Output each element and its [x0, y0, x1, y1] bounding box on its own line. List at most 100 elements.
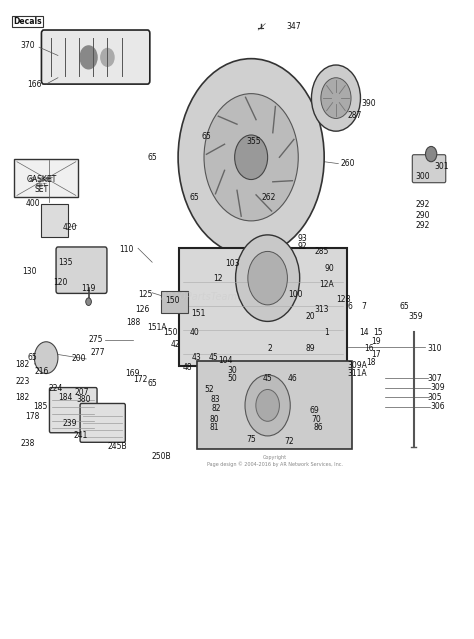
FancyBboxPatch shape: [412, 155, 446, 183]
Text: 2: 2: [268, 344, 273, 353]
Circle shape: [101, 49, 114, 66]
Text: 65: 65: [27, 353, 37, 362]
Text: 292: 292: [416, 222, 430, 231]
Text: 12: 12: [213, 273, 223, 282]
Text: 6: 6: [347, 302, 353, 311]
Text: 347: 347: [286, 22, 301, 31]
Text: 65: 65: [400, 302, 409, 311]
Text: 1: 1: [324, 328, 329, 337]
Text: 262: 262: [262, 193, 276, 202]
Text: 120: 120: [53, 278, 67, 287]
Text: 130: 130: [22, 267, 37, 276]
Text: GASKET
SET: GASKET SET: [27, 175, 56, 194]
Text: 400: 400: [26, 199, 41, 208]
Text: AR10PartsTeam: AR10PartsTeam: [161, 292, 238, 302]
Text: 169: 169: [125, 369, 140, 378]
Text: 65: 65: [201, 132, 211, 141]
Text: 184: 184: [58, 392, 72, 402]
Text: 178: 178: [25, 412, 39, 420]
Text: 48: 48: [182, 363, 192, 372]
Text: 126: 126: [136, 305, 150, 314]
Text: 45: 45: [263, 374, 273, 383]
Circle shape: [256, 390, 279, 421]
Text: 103: 103: [225, 259, 239, 268]
Text: 239: 239: [63, 419, 77, 427]
Text: 45: 45: [209, 353, 219, 362]
Text: 166: 166: [27, 80, 42, 89]
Text: 125: 125: [138, 289, 152, 298]
Text: 290: 290: [416, 212, 430, 220]
Text: 300: 300: [416, 172, 430, 181]
Text: 150: 150: [163, 328, 177, 337]
Circle shape: [236, 235, 300, 321]
Text: 69: 69: [310, 406, 319, 415]
Text: 188: 188: [126, 318, 140, 327]
Circle shape: [86, 298, 91, 305]
Text: 150: 150: [165, 296, 180, 305]
Text: 82: 82: [211, 404, 220, 413]
Text: 14: 14: [359, 328, 369, 337]
Text: 104: 104: [218, 357, 232, 366]
Text: 224: 224: [48, 383, 63, 393]
Circle shape: [235, 135, 268, 180]
Text: 70: 70: [311, 415, 321, 424]
Text: 93: 93: [297, 234, 307, 243]
Text: 81: 81: [210, 423, 219, 432]
Text: 355: 355: [246, 137, 261, 146]
Text: 20: 20: [305, 312, 315, 321]
Text: 172: 172: [133, 376, 147, 385]
Circle shape: [178, 59, 324, 256]
Text: 151A: 151A: [147, 323, 167, 332]
Text: 380: 380: [77, 395, 91, 404]
Text: 42: 42: [171, 341, 181, 350]
Text: 182: 182: [16, 392, 30, 402]
Text: 40: 40: [190, 328, 200, 337]
Text: 19: 19: [371, 337, 381, 346]
Text: 359: 359: [409, 312, 423, 321]
FancyBboxPatch shape: [41, 30, 150, 84]
Circle shape: [426, 146, 437, 162]
Text: 390: 390: [362, 98, 376, 108]
Text: 309: 309: [430, 383, 445, 392]
Text: 216: 216: [34, 367, 49, 376]
Text: 238: 238: [20, 439, 35, 448]
Text: 80: 80: [210, 415, 219, 424]
Text: 90: 90: [324, 264, 334, 273]
Circle shape: [311, 65, 360, 131]
Text: 309A: 309A: [347, 361, 367, 370]
Text: 100: 100: [289, 289, 303, 298]
Circle shape: [321, 78, 351, 118]
Text: 182: 182: [16, 360, 30, 369]
Text: 46: 46: [288, 374, 298, 383]
FancyBboxPatch shape: [49, 388, 97, 433]
Text: 241: 241: [73, 431, 88, 440]
Text: 223: 223: [16, 378, 30, 387]
Text: 43: 43: [192, 353, 202, 362]
Text: Copyright
Page design © 2004-2016 by AR Network Services, Inc.: Copyright Page design © 2004-2016 by AR …: [207, 455, 343, 466]
FancyBboxPatch shape: [179, 247, 347, 366]
Text: 277: 277: [91, 348, 105, 357]
Text: 15: 15: [374, 328, 383, 337]
Text: 86: 86: [313, 423, 323, 432]
FancyBboxPatch shape: [80, 403, 125, 442]
Text: 151: 151: [191, 309, 206, 318]
Text: 72: 72: [284, 437, 294, 446]
Text: 200: 200: [72, 355, 86, 364]
Text: 17: 17: [371, 350, 381, 359]
Text: 310: 310: [428, 344, 442, 353]
Text: 110: 110: [119, 245, 134, 254]
FancyBboxPatch shape: [40, 204, 68, 237]
FancyBboxPatch shape: [197, 362, 352, 449]
Text: 313: 313: [315, 305, 329, 314]
Text: 420: 420: [63, 223, 77, 232]
Text: 285: 285: [315, 247, 329, 256]
Text: 92: 92: [297, 242, 307, 251]
Text: 7: 7: [362, 302, 367, 311]
Text: Decals: Decals: [13, 17, 42, 26]
Text: 275: 275: [88, 335, 103, 344]
Circle shape: [35, 342, 58, 374]
FancyBboxPatch shape: [56, 247, 107, 293]
Text: 89: 89: [305, 344, 315, 353]
Circle shape: [245, 375, 290, 436]
Text: 119: 119: [82, 284, 96, 293]
